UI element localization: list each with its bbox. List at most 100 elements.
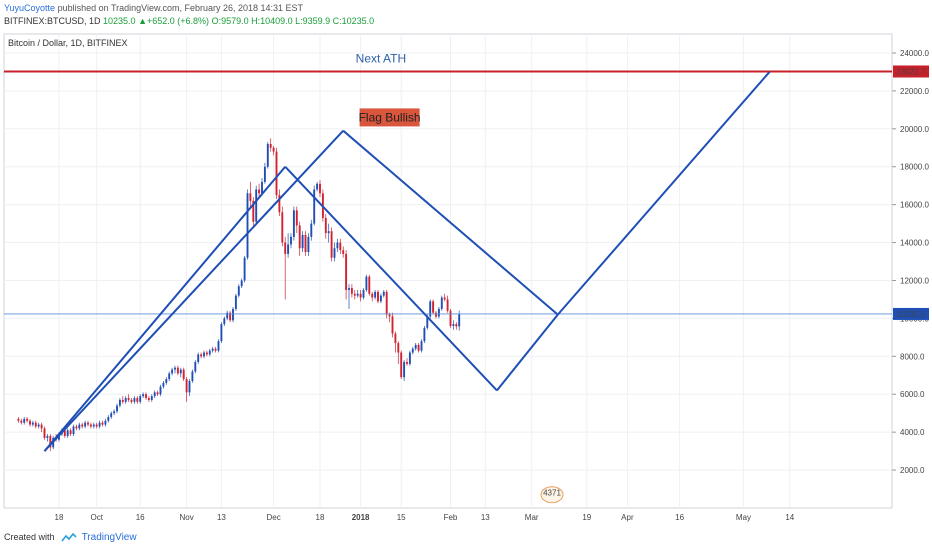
candle-body: [145, 394, 147, 399]
candle-body: [23, 418, 26, 423]
candle-body: [78, 424, 81, 429]
candle-body: [432, 301, 435, 313]
x-tick-label: Mar: [525, 513, 539, 522]
y-tick-label: 16000.0: [900, 201, 929, 210]
candle-body: [371, 293, 374, 298]
candle-body: [359, 293, 362, 298]
created-with: Created with TradingView: [4, 532, 137, 543]
trendline[interactable]: [43, 130, 344, 452]
x-tick-label: Apr: [621, 513, 634, 522]
trendline[interactable]: [284, 166, 498, 392]
candle-body: [261, 181, 263, 194]
x-tick-label: 18: [316, 513, 325, 522]
chart-title: Bitcoin / Dollar, 1D, BITFINEX: [8, 38, 128, 48]
candle-body: [435, 312, 437, 317]
candle-body: [365, 276, 368, 290]
candle-body: [437, 308, 440, 317]
candle-body: [153, 392, 156, 397]
candle-body: [121, 399, 124, 402]
candle-body: [232, 308, 234, 321]
trendline[interactable]: [43, 166, 286, 452]
candle-body: [31, 422, 34, 425]
candle-body: [17, 418, 20, 421]
candle-body: [110, 413, 113, 417]
x-tick-label: 15: [397, 513, 406, 522]
candle-body: [269, 143, 272, 148]
candle-body: [258, 189, 261, 194]
candle-body: [223, 318, 226, 325]
candle-body: [176, 367, 179, 374]
candle-body: [452, 324, 455, 326]
candle-body: [246, 193, 249, 258]
publish-info: published on TradingView.com, February 2…: [57, 3, 304, 13]
candle-body: [75, 426, 78, 429]
candle-body: [336, 242, 339, 249]
candle-body: [368, 276, 371, 294]
candle-body: [414, 344, 417, 349]
candle-body: [63, 430, 66, 436]
y-tick-label: 2000.0: [900, 466, 925, 475]
candle-body: [458, 313, 461, 327]
candle-body: [174, 367, 176, 370]
candle-body: [388, 314, 391, 317]
candle-body: [159, 386, 162, 395]
candle-body: [411, 348, 414, 353]
candle-body: [307, 236, 310, 253]
candle-body: [313, 189, 316, 224]
candle-body: [385, 291, 388, 315]
candle-body: [249, 193, 252, 201]
candle-body: [330, 231, 333, 258]
candle-body: [348, 288, 350, 290]
badge-label: 4371: [543, 489, 561, 498]
candle-body: [298, 225, 301, 249]
candle-body: [429, 301, 432, 317]
candle-body: [66, 430, 69, 436]
candle-body: [29, 420, 31, 425]
candle-body: [417, 344, 420, 351]
candle-body: [197, 354, 200, 363]
x-tick-label: May: [736, 513, 751, 522]
candle-body: [234, 295, 237, 309]
candle-body: [182, 369, 185, 380]
y-tick-label: 20000.0: [900, 125, 929, 134]
created-with-text: Created with: [4, 532, 55, 542]
candle-body: [284, 242, 287, 254]
candle-body: [275, 151, 278, 196]
candle-body: [203, 352, 205, 357]
last-price-badge: [893, 307, 929, 320]
candle-body: [301, 234, 304, 249]
candle-body: [420, 341, 423, 351]
ohlc-values: O:9579.0 H:10409.0 L:9359.9 C:10235.0: [211, 16, 375, 26]
candle-body: [98, 422, 101, 427]
trendline[interactable]: [496, 313, 559, 392]
x-tick-label: Oct: [90, 513, 103, 522]
candle-body: [37, 424, 40, 427]
chart-footer: Created with TradingView: [0, 526, 932, 550]
candle-body: [34, 422, 37, 427]
y-tick-label: 24000.0: [900, 49, 929, 58]
candle-body: [191, 371, 194, 381]
ath-price-label: 23022.7: [897, 67, 926, 76]
candle-body: [179, 369, 182, 374]
x-tick-label: 13: [481, 513, 490, 522]
author-link[interactable]: YuyuCoyotte: [4, 3, 56, 13]
candle-body: [394, 333, 397, 344]
candle-body: [69, 430, 72, 435]
price-chart[interactable]: 2000.04000.06000.08000.010000.012000.014…: [0, 30, 932, 526]
x-tick-label: 18: [55, 513, 64, 522]
candle-body: [295, 210, 298, 226]
candle-body: [374, 291, 377, 298]
candle-body: [397, 343, 400, 353]
candle-body: [156, 392, 159, 395]
trendline[interactable]: [557, 71, 771, 316]
candle-body: [87, 422, 89, 425]
flag-bullish-label: Flag Bullish: [359, 110, 421, 124]
tradingview-brand[interactable]: TradingView: [81, 532, 137, 544]
candle-body: [188, 380, 191, 393]
candle-body: [342, 250, 345, 254]
y-tick-label: 8000.0: [900, 352, 925, 361]
candle-body: [217, 341, 220, 351]
candle-body: [263, 166, 266, 182]
trendline[interactable]: [342, 129, 559, 316]
candle-body: [92, 424, 95, 427]
